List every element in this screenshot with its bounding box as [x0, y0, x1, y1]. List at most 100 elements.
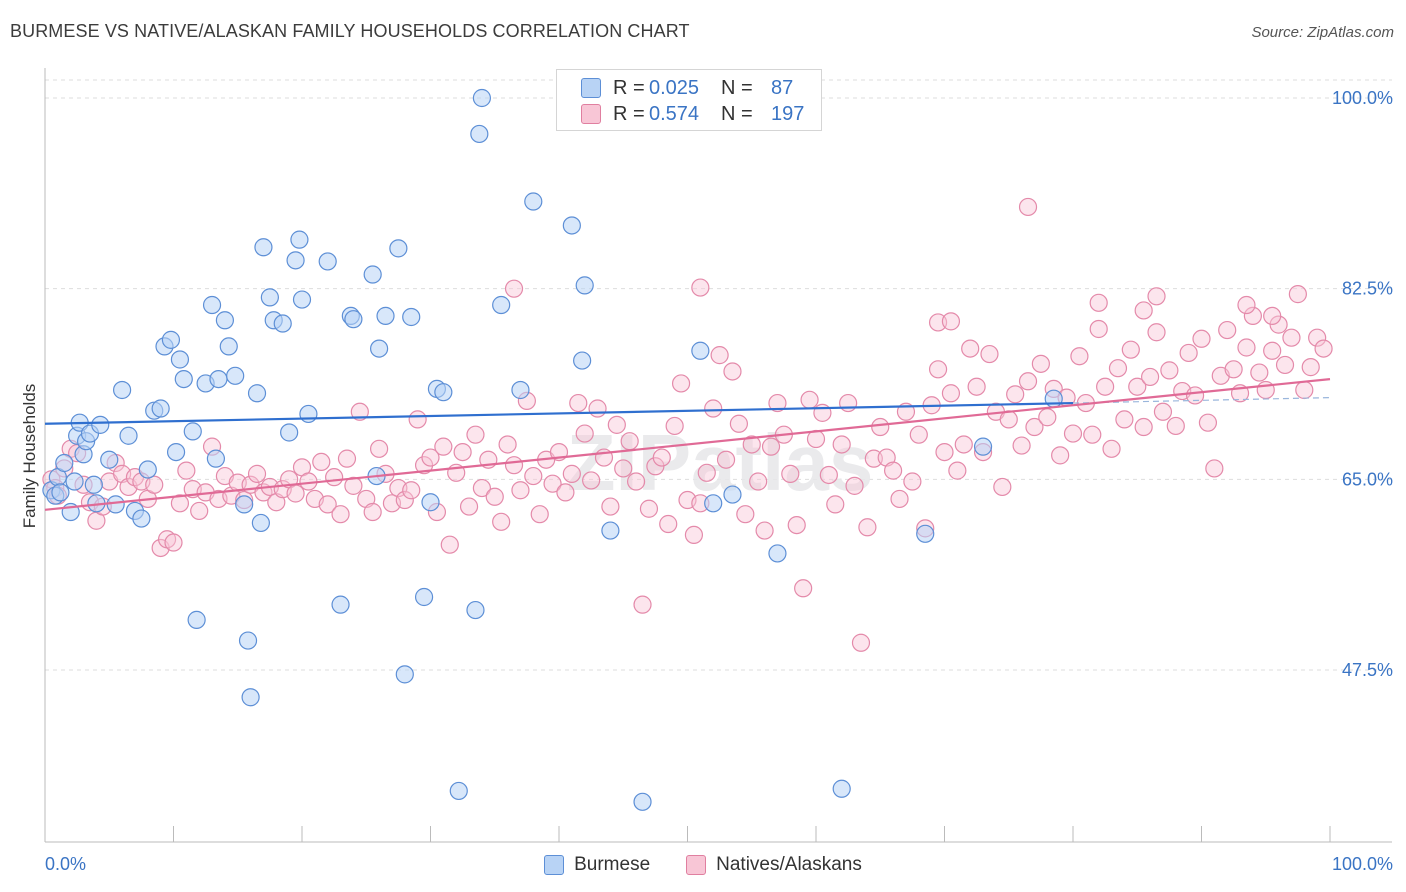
native-point	[633, 595, 652, 614]
native-point	[1115, 410, 1134, 429]
native-point	[819, 465, 838, 485]
native-point	[1301, 358, 1320, 377]
native-point	[1308, 328, 1327, 347]
source-attribution[interactable]: Source: ZipAtlas.com	[1251, 24, 1394, 41]
native-point	[1185, 386, 1205, 405]
native-point	[370, 439, 389, 458]
burmese-point	[251, 513, 270, 533]
legend-label: Natives/Alaskans	[716, 854, 862, 875]
legend-item-burmese[interactable]: Burmese	[544, 854, 650, 876]
trend-lines	[44, 378, 1331, 511]
native-point	[928, 313, 948, 332]
burmese-swatch	[581, 78, 601, 98]
native-point	[1275, 355, 1295, 375]
native-point	[1089, 293, 1108, 312]
burmese-point	[434, 383, 453, 402]
burmese-point	[247, 384, 267, 403]
native-point	[1038, 408, 1057, 427]
native-point	[312, 452, 331, 472]
native-point	[434, 437, 453, 456]
native-point	[1237, 295, 1256, 315]
native-point	[691, 278, 710, 297]
burmese-point	[492, 295, 511, 315]
native-point	[659, 514, 678, 534]
native-point	[768, 393, 787, 413]
r-value: 0.025	[649, 76, 700, 99]
native-point	[504, 456, 524, 475]
native-point	[582, 471, 601, 490]
native-point	[1134, 417, 1153, 437]
burmese-point	[691, 341, 710, 360]
native-point	[1147, 323, 1166, 342]
legend-item-natives[interactable]: Natives/Alaskans	[686, 854, 862, 876]
native-point	[839, 393, 858, 413]
native-point	[177, 461, 196, 480]
native-point	[575, 424, 594, 443]
burmese-point	[166, 442, 186, 462]
burmese-point	[331, 595, 350, 614]
native-point	[414, 456, 434, 475]
native-point	[993, 477, 1012, 497]
native-point	[1070, 347, 1089, 366]
native-point	[755, 521, 774, 540]
native-point	[1006, 385, 1025, 404]
burmese-point	[112, 380, 132, 400]
native-point	[1018, 372, 1038, 391]
native-point	[350, 402, 369, 421]
native-point	[826, 495, 845, 514]
chart-legend: Burmese Natives/Alaskans	[0, 852, 1406, 878]
native-point	[363, 502, 382, 522]
y-tick-label: 65.0%	[1342, 469, 1393, 489]
native-point	[1128, 377, 1147, 396]
native-point	[1134, 301, 1153, 320]
native-point	[543, 474, 562, 493]
native-point	[511, 481, 530, 500]
native-point	[871, 417, 890, 437]
native-point	[787, 515, 806, 535]
native-point	[961, 339, 980, 358]
n-value: 87	[771, 76, 794, 99]
native-point	[729, 414, 749, 433]
native-point	[498, 435, 517, 454]
burmese-point	[106, 495, 125, 514]
native-point	[941, 384, 961, 403]
native-point	[1108, 359, 1128, 378]
stats-row-burmese: R = 0.025 N = 87	[581, 76, 793, 100]
burmese-point	[286, 251, 305, 270]
r-label: R =	[613, 76, 645, 99]
native-point	[614, 459, 633, 478]
burmese-point	[290, 230, 309, 249]
burmese-point	[916, 524, 935, 543]
burmese-point	[65, 472, 84, 491]
native-point	[652, 448, 671, 467]
native-point	[1140, 367, 1160, 387]
native-point	[800, 390, 819, 409]
burmese-point	[414, 587, 434, 607]
native-point	[1218, 320, 1237, 340]
natives-swatch	[581, 104, 601, 124]
native-point	[170, 494, 190, 513]
native-point	[890, 489, 909, 509]
y-tick-label: 100.0%	[1332, 88, 1393, 108]
r-value: 0.574	[649, 102, 700, 125]
native-point	[749, 472, 768, 491]
burmese-point	[562, 216, 581, 235]
native-point	[883, 461, 903, 480]
burmese-point	[575, 276, 594, 295]
burmese-point	[260, 288, 279, 307]
burmese-point	[973, 437, 993, 456]
n-value: 197	[771, 102, 805, 125]
native-point	[794, 579, 813, 598]
burmese-point	[511, 380, 530, 400]
burmese-point	[84, 475, 103, 494]
native-point	[1083, 425, 1102, 444]
native-point	[1102, 439, 1121, 458]
native-point	[1063, 424, 1083, 443]
native-point	[1121, 340, 1140, 359]
native-point	[1012, 436, 1031, 455]
burmese-point	[389, 239, 408, 258]
native-point	[1314, 339, 1333, 358]
native-point	[1051, 446, 1070, 465]
native-point	[337, 449, 357, 468]
